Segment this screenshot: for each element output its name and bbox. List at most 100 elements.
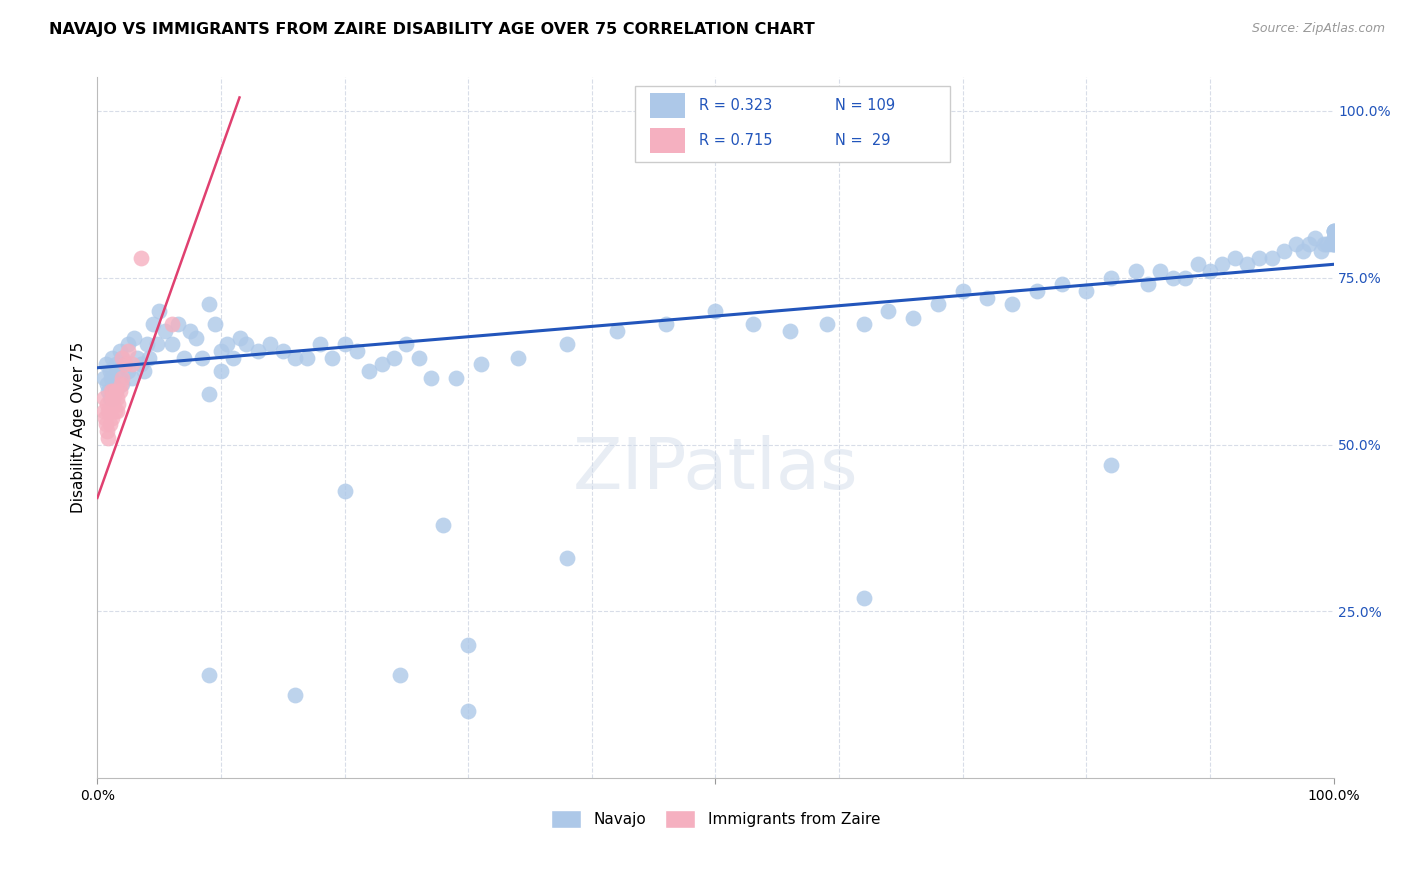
Point xyxy=(346,344,368,359)
Point xyxy=(98,404,121,418)
FancyBboxPatch shape xyxy=(650,93,685,118)
Point xyxy=(321,351,343,365)
Point xyxy=(96,397,118,411)
Text: N =  29: N = 29 xyxy=(835,133,891,148)
Point xyxy=(96,377,118,392)
Point xyxy=(160,318,183,332)
Point xyxy=(103,384,125,398)
Point xyxy=(124,331,146,345)
Point xyxy=(97,431,120,445)
Point xyxy=(121,371,143,385)
Point xyxy=(333,484,356,499)
Point xyxy=(103,397,125,411)
Point xyxy=(1320,237,1343,252)
Point xyxy=(1298,237,1320,252)
Point xyxy=(704,304,727,318)
Point xyxy=(1303,230,1326,244)
Point xyxy=(134,364,156,378)
Point xyxy=(655,318,678,332)
Point xyxy=(129,251,152,265)
Point xyxy=(903,310,925,325)
Point xyxy=(114,358,136,372)
Point xyxy=(186,331,208,345)
Point xyxy=(93,371,115,385)
Point xyxy=(444,371,467,385)
Point xyxy=(209,344,232,359)
Point xyxy=(93,391,115,405)
Y-axis label: Disability Age Over 75: Disability Age Over 75 xyxy=(72,343,86,514)
Point xyxy=(101,351,124,365)
Point xyxy=(555,337,578,351)
Point xyxy=(852,591,875,605)
FancyBboxPatch shape xyxy=(650,128,685,153)
Point xyxy=(408,351,430,365)
Text: N = 109: N = 109 xyxy=(835,98,896,113)
Point xyxy=(470,358,492,372)
Point xyxy=(1260,251,1282,265)
Point xyxy=(284,351,307,365)
Point xyxy=(93,404,115,418)
Point xyxy=(173,351,195,365)
Point xyxy=(97,384,120,398)
Point xyxy=(359,364,381,378)
Point xyxy=(432,517,454,532)
Point xyxy=(1025,284,1047,298)
Point xyxy=(103,391,125,405)
Point xyxy=(852,318,875,332)
Point xyxy=(1099,458,1122,472)
Point xyxy=(1211,257,1233,271)
Point xyxy=(395,337,418,351)
Point xyxy=(94,410,117,425)
Point xyxy=(382,351,405,365)
Point xyxy=(110,377,132,392)
Point xyxy=(1310,244,1333,258)
Point xyxy=(96,424,118,438)
Point xyxy=(976,291,998,305)
Point xyxy=(100,384,122,398)
Point xyxy=(1050,277,1073,292)
Point xyxy=(94,358,117,372)
Point xyxy=(1199,264,1222,278)
Point xyxy=(779,324,801,338)
Text: Source: ZipAtlas.com: Source: ZipAtlas.com xyxy=(1251,22,1385,36)
Point xyxy=(217,337,239,351)
Point xyxy=(235,337,257,351)
Point xyxy=(1125,264,1147,278)
Point xyxy=(1076,284,1098,298)
Legend: Navajo, Immigrants from Zaire: Navajo, Immigrants from Zaire xyxy=(544,804,886,834)
Point xyxy=(1322,230,1344,244)
Text: ZIPatlas: ZIPatlas xyxy=(572,435,858,504)
Point xyxy=(1137,277,1160,292)
Point xyxy=(1249,251,1271,265)
Point xyxy=(105,364,128,378)
Point xyxy=(101,391,124,405)
Point xyxy=(420,371,443,385)
Point xyxy=(271,344,294,359)
Point xyxy=(228,331,250,345)
Point xyxy=(129,358,152,372)
Point xyxy=(108,384,131,398)
Point xyxy=(877,304,900,318)
Point xyxy=(370,358,392,372)
Point xyxy=(191,351,214,365)
Point xyxy=(166,318,188,332)
Point xyxy=(1187,257,1209,271)
Point xyxy=(101,410,124,425)
Point xyxy=(606,324,628,338)
Point xyxy=(1322,230,1344,244)
Point xyxy=(1236,257,1258,271)
Point xyxy=(111,351,134,365)
Point xyxy=(135,337,157,351)
Point xyxy=(952,284,974,298)
Point xyxy=(111,377,134,392)
Point xyxy=(121,358,143,372)
Point xyxy=(197,667,219,681)
Point xyxy=(1322,237,1344,252)
Point xyxy=(1174,270,1197,285)
Point xyxy=(204,318,226,332)
Point xyxy=(103,377,125,392)
FancyBboxPatch shape xyxy=(636,86,950,161)
Point xyxy=(308,337,330,351)
Point xyxy=(1161,270,1184,285)
Point xyxy=(555,551,578,566)
